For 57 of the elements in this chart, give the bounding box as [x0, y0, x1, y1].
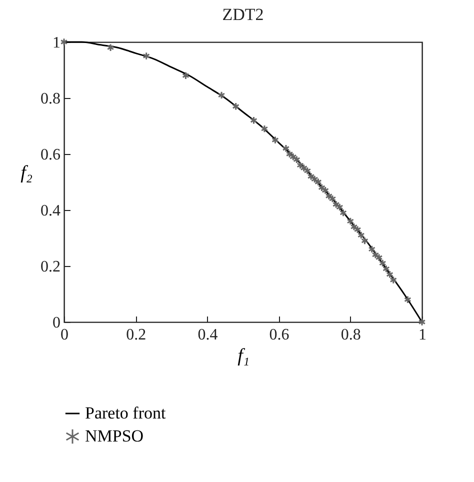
point — [300, 164, 308, 172]
line-series — [63, 41, 423, 323]
point — [418, 318, 426, 326]
point — [368, 245, 376, 254]
point — [382, 264, 390, 273]
point — [272, 136, 279, 144]
x-tick-label: 0.8 — [340, 326, 361, 344]
point — [386, 270, 394, 279]
x-axis-title: f₁ — [238, 346, 250, 366]
point — [340, 208, 347, 217]
point — [250, 116, 258, 125]
point — [357, 231, 365, 240]
point — [282, 144, 290, 153]
point — [318, 183, 326, 192]
point — [336, 203, 344, 212]
point — [354, 225, 362, 234]
point — [375, 253, 383, 262]
chart-title: ZDT2 — [222, 5, 264, 24]
y-axis-title: f₂ — [20, 162, 33, 184]
y-tick-label: 0 — [52, 314, 60, 332]
x-tick-label: 0.6 — [269, 326, 290, 344]
point — [142, 52, 150, 60]
point — [60, 38, 68, 46]
point — [325, 192, 333, 200]
point — [328, 194, 336, 203]
point — [390, 276, 398, 284]
legend-label: NMPSO — [85, 426, 144, 446]
point — [372, 250, 380, 259]
point — [404, 295, 412, 304]
y-tick-label: 0.6 — [40, 146, 60, 164]
x-tick-label: 1 — [418, 326, 426, 344]
point — [310, 175, 318, 184]
point — [307, 172, 315, 181]
point — [286, 150, 294, 158]
point — [361, 236, 368, 245]
legend-label: Pareto front — [85, 404, 166, 422]
x-tick-label: 0.2 — [126, 326, 146, 344]
y-tick-label: 0.2 — [40, 258, 60, 276]
point — [293, 155, 300, 164]
point — [346, 217, 354, 226]
point — [218, 91, 226, 100]
point — [314, 178, 322, 186]
point — [304, 166, 312, 175]
point — [350, 222, 358, 231]
y-tick-label: 0.8 — [40, 90, 60, 108]
point — [106, 43, 114, 52]
point — [182, 71, 190, 80]
point — [322, 186, 330, 195]
point — [260, 124, 268, 133]
x-tick-label: 0.4 — [198, 326, 218, 344]
y-tick-label: 1 — [52, 34, 60, 52]
point — [296, 161, 304, 170]
point — [289, 152, 297, 161]
point — [232, 102, 240, 111]
point — [378, 259, 386, 268]
y-tick-label: 0.4 — [40, 202, 60, 220]
point — [332, 200, 340, 209]
